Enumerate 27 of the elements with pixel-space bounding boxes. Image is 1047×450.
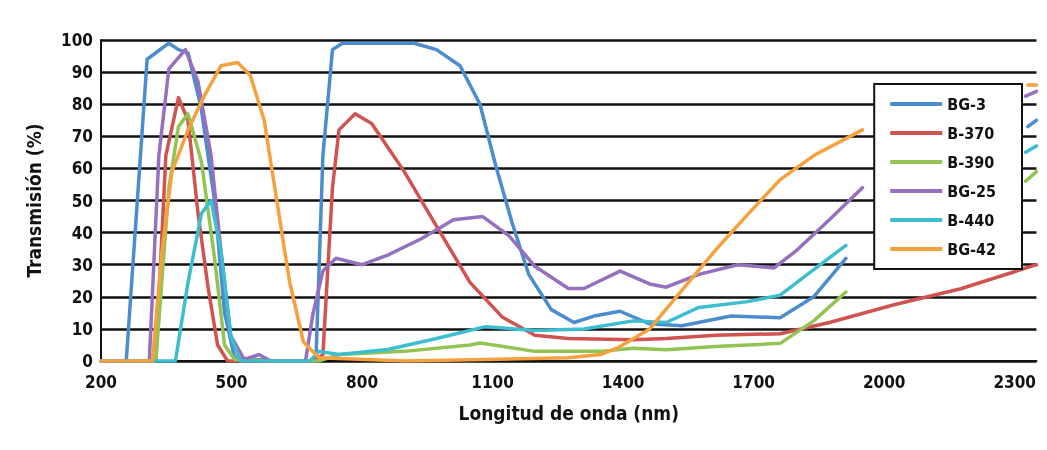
y-axis-title: Transmisión (%) xyxy=(22,123,45,278)
y-tick-label: 0 xyxy=(82,351,93,371)
legend-label: BG-42 xyxy=(947,239,997,259)
y-tick-label: 30 xyxy=(71,254,93,275)
x-tick-label: 1700 xyxy=(732,371,775,392)
legend-label: BG-25 xyxy=(947,181,997,201)
x-tick-label: 800 xyxy=(346,371,379,392)
legend-label: B-440 xyxy=(947,210,995,230)
y-tick-label: 10 xyxy=(71,318,93,339)
y-tick-label: 100 xyxy=(61,30,93,50)
legend-label: BG-3 xyxy=(947,94,986,114)
x-tick-label: 2300 xyxy=(993,371,1037,392)
x-tick-label: 2000 xyxy=(862,371,906,392)
x-tick-label: 200 xyxy=(85,371,117,392)
y-tick-label: 60 xyxy=(71,158,93,179)
legend-label: B-390 xyxy=(947,152,995,172)
y-tick-label: 20 xyxy=(71,286,93,307)
y-tick-label: 50 xyxy=(71,190,93,211)
y-tick-label: 70 xyxy=(71,126,93,147)
y-tick-label: 40 xyxy=(71,222,93,243)
x-tick-label: 500 xyxy=(215,371,248,392)
x-axis-title: Longitud de onda (nm) xyxy=(458,401,679,424)
x-tick-label: 1100 xyxy=(471,371,514,392)
y-tick-label: 90 xyxy=(71,62,93,83)
x-tick-label: 1400 xyxy=(601,371,645,392)
y-tick-label: 80 xyxy=(71,94,93,115)
legend-label: B-370 xyxy=(947,123,995,143)
